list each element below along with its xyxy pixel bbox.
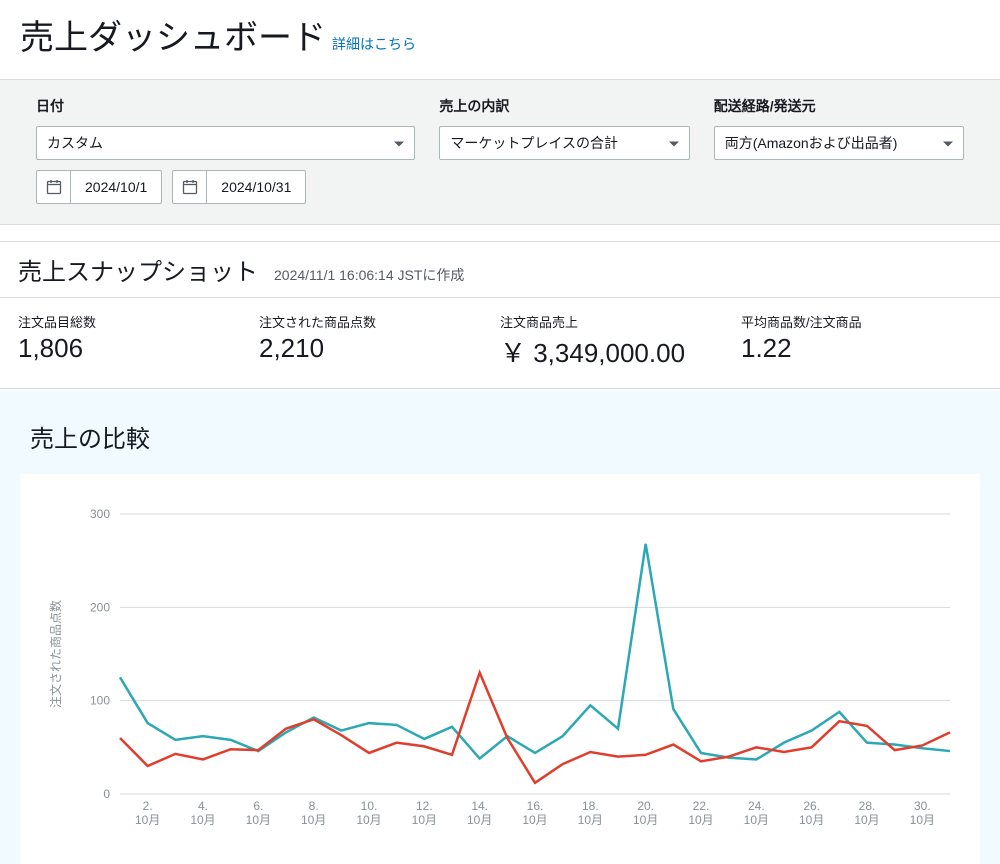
metric-value: 2,210: [259, 333, 500, 364]
snapshot-timestamp: 2024/11/1 16:06:14 JSTに作成: [274, 265, 464, 285]
chevron-down-icon: [943, 142, 953, 147]
svg-text:10月: 10月: [799, 813, 824, 827]
svg-text:2.: 2.: [143, 799, 153, 813]
filter-date-label: 日付: [36, 96, 415, 116]
chart-line-series_b: [120, 673, 950, 783]
snapshot-header: 売上スナップショット 2024/11/1 16:06:14 JSTに作成: [0, 242, 1000, 298]
svg-text:10月: 10月: [190, 813, 215, 827]
svg-text:10月: 10月: [412, 813, 437, 827]
svg-text:10月: 10月: [578, 813, 603, 827]
svg-text:8.: 8.: [309, 799, 319, 813]
svg-text:100: 100: [90, 694, 110, 708]
date-range-row: 2024/10/1 2024/10/31: [36, 170, 415, 204]
page-header: 売上ダッシュボード 詳細はこちら: [0, 0, 1000, 79]
date-preset-value: カスタム: [47, 133, 103, 153]
breakdown-select[interactable]: マーケットプレイスの合計: [439, 126, 689, 160]
calendar-icon: [37, 171, 71, 203]
metric: 注文商品売上 ￥ 3,349,000.00: [500, 312, 741, 370]
breakdown-value: マーケットプレイスの合計: [450, 133, 618, 153]
metric: 注文された商品点数 2,210: [259, 312, 500, 370]
sales-comparison-chart: 0100200300注文された商品点数2.10月4.10月6.10月8.10月1…: [40, 504, 960, 844]
metric-value: 1.22: [741, 333, 982, 364]
date-preset-select[interactable]: カスタム: [36, 126, 415, 160]
metric-label: 平均商品数/注文商品: [741, 312, 982, 331]
svg-text:10月: 10月: [633, 813, 658, 827]
svg-text:10月: 10月: [688, 813, 713, 827]
svg-text:30.: 30.: [914, 799, 931, 813]
svg-text:10月: 10月: [854, 813, 879, 827]
details-link[interactable]: 詳細はこちら: [332, 34, 416, 54]
comparison-panel: 売上の比較 0100200300注文された商品点数2.10月4.10月6.10月…: [0, 391, 1000, 864]
svg-text:10月: 10月: [246, 813, 271, 827]
svg-text:200: 200: [90, 600, 110, 614]
svg-text:26.: 26.: [803, 799, 820, 813]
metric-label: 注文商品売上: [500, 312, 741, 331]
filter-channel: 配送経路/発送元 両方(Amazonおよび出品者): [714, 96, 964, 204]
filter-channel-label: 配送経路/発送元: [714, 96, 964, 116]
channel-value: 両方(Amazonおよび出品者): [725, 133, 898, 153]
svg-text:18.: 18.: [582, 799, 599, 813]
svg-text:10月: 10月: [135, 813, 160, 827]
date-to-value: 2024/10/31: [207, 179, 305, 195]
svg-text:28.: 28.: [859, 799, 876, 813]
svg-text:10月: 10月: [910, 813, 935, 827]
snapshot-title: 売上スナップショット: [18, 252, 258, 287]
svg-text:24.: 24.: [748, 799, 765, 813]
snapshot-panel: 売上スナップショット 2024/11/1 16:06:14 JSTに作成 注文品…: [0, 241, 1000, 389]
metric-label: 注文品目総数: [18, 312, 259, 331]
channel-select[interactable]: 両方(Amazonおよび出品者): [714, 126, 964, 160]
svg-text:10月: 10月: [522, 813, 547, 827]
svg-text:10.: 10.: [361, 799, 378, 813]
comparison-title: 売上の比較: [20, 411, 980, 474]
svg-text:0: 0: [103, 787, 110, 801]
date-to-input[interactable]: 2024/10/31: [172, 170, 306, 204]
metric: 平均商品数/注文商品 1.22: [741, 312, 982, 370]
svg-text:10月: 10月: [467, 813, 492, 827]
metric-label: 注文された商品点数: [259, 312, 500, 331]
svg-text:10月: 10月: [301, 813, 326, 827]
chart-line-series_a: [120, 544, 950, 760]
metric: 注文品目総数 1,806: [18, 312, 259, 370]
date-from-input[interactable]: 2024/10/1: [36, 170, 162, 204]
svg-text:14.: 14.: [471, 799, 488, 813]
svg-text:4.: 4.: [198, 799, 208, 813]
filter-breakdown-label: 売上の内訳: [439, 96, 689, 116]
page-title: 売上ダッシュボード: [20, 10, 326, 59]
svg-text:300: 300: [90, 507, 110, 521]
svg-text:10月: 10月: [744, 813, 769, 827]
chart-card: 0100200300注文された商品点数2.10月4.10月6.10月8.10月1…: [20, 474, 980, 864]
svg-text:10月: 10月: [356, 813, 381, 827]
svg-text:16.: 16.: [527, 799, 544, 813]
metric-value: ￥ 3,349,000.00: [500, 333, 741, 370]
calendar-icon: [173, 171, 207, 203]
filter-date: 日付 カスタム 2024/10/1 2024/10/31: [36, 96, 415, 204]
filter-breakdown: 売上の内訳 マーケットプレイスの合計: [439, 96, 689, 204]
svg-text:6.: 6.: [253, 799, 263, 813]
metric-value: 1,806: [18, 333, 259, 364]
svg-text:注文された商品点数: 注文された商品点数: [48, 600, 63, 708]
chevron-down-icon: [394, 142, 404, 147]
filters-bar: 日付 カスタム 2024/10/1 2024/10/31 売上の内訳 マーケット…: [0, 79, 1000, 225]
svg-text:22.: 22.: [693, 799, 710, 813]
metrics-row: 注文品目総数 1,806注文された商品点数 2,210注文商品売上 ￥ 3,349,0…: [0, 298, 1000, 388]
date-from-value: 2024/10/1: [71, 179, 161, 195]
svg-text:20.: 20.: [637, 799, 654, 813]
svg-text:12.: 12.: [416, 799, 433, 813]
chevron-down-icon: [669, 142, 679, 147]
